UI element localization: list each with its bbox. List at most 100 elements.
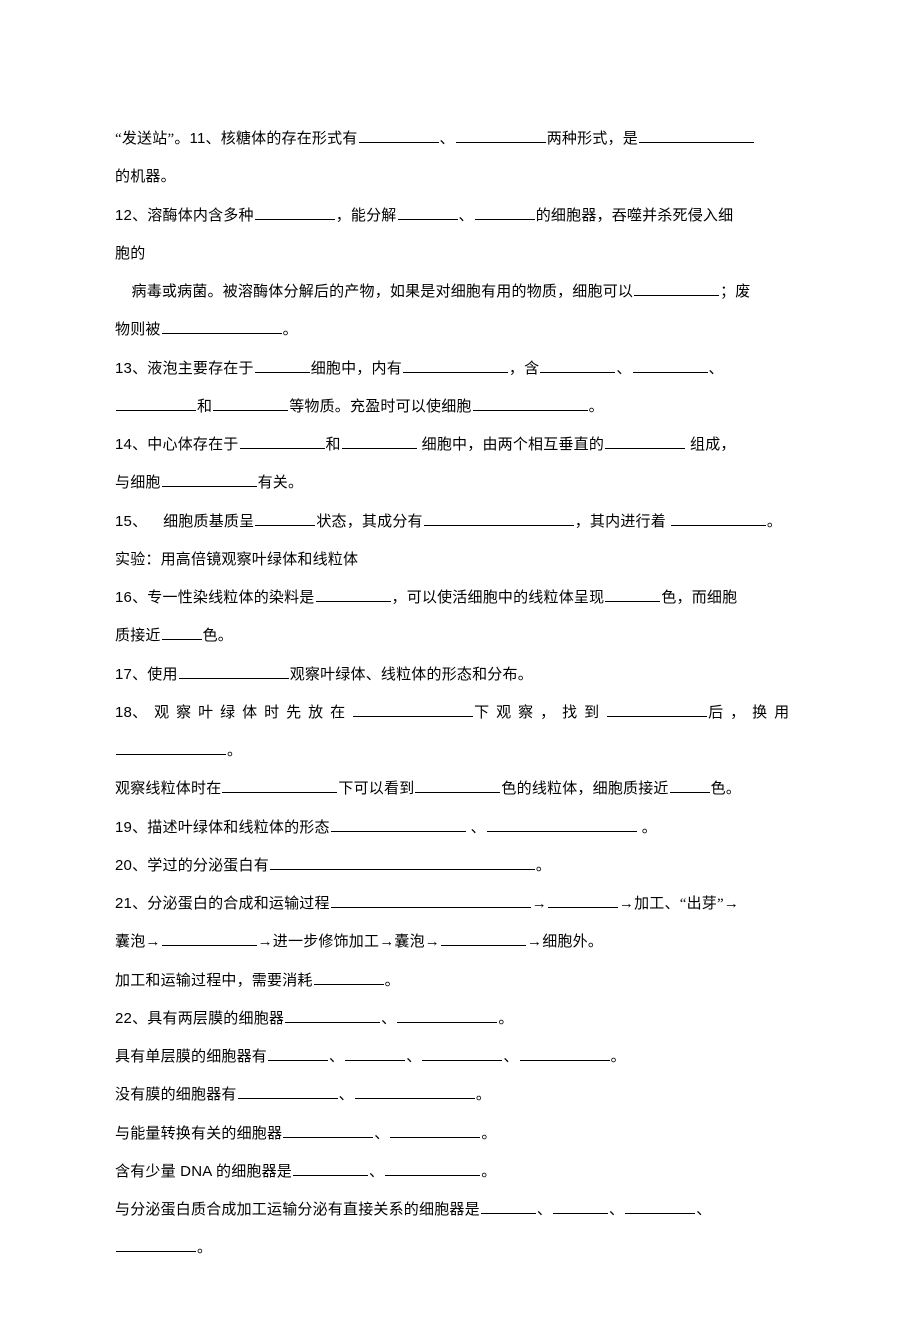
fill-blank — [415, 777, 500, 793]
fill-blank — [213, 395, 288, 411]
text: 、观察叶绿体时先放在 — [132, 705, 352, 721]
text-line: 的机器。 — [115, 158, 805, 196]
item-number: 18 — [115, 704, 132, 721]
text: 、 — [339, 1087, 354, 1103]
text: 、分泌蛋白的合成和运输过程 — [132, 896, 330, 912]
fill-blank — [385, 1160, 480, 1176]
text: 、 — [609, 1202, 624, 1218]
text-line: 。 — [115, 732, 805, 770]
fill-blank — [441, 930, 526, 946]
text-line: 12、溶酶体内含多种，能分解、的细胞器，吞噬并杀死侵入细 — [115, 197, 805, 235]
fill-blank — [162, 930, 257, 946]
text: 、学过的分泌蛋白有 — [132, 858, 269, 874]
item-number: 22 — [115, 1010, 132, 1027]
text: 。 — [227, 743, 242, 759]
fill-blank — [345, 1045, 405, 1061]
fill-blank — [605, 586, 660, 602]
text: 胞的 — [115, 246, 145, 262]
text-line: 实验：用高倍镜观察叶绿体和线粒体 — [115, 541, 805, 579]
item-number: 12 — [115, 207, 132, 224]
fill-blank — [397, 1007, 497, 1023]
fill-blank — [359, 127, 439, 143]
text: 、 — [616, 361, 631, 377]
text: 。 — [197, 1240, 212, 1256]
text: ，其内进行着 — [575, 514, 670, 530]
item-number: 13 — [115, 360, 132, 377]
item-number: 11 — [190, 130, 206, 147]
fill-blank — [255, 204, 335, 220]
fill-blank — [548, 892, 618, 908]
fill-blank — [625, 1198, 695, 1214]
text-line: 22、具有两层膜的细胞器、。 — [115, 1000, 805, 1038]
fill-blank — [481, 1198, 536, 1214]
text: 、 — [467, 820, 486, 836]
text: 物则被 — [115, 322, 161, 338]
text: 、液泡主要存在于 — [132, 361, 254, 377]
fill-blank — [162, 471, 257, 487]
fill-blank — [162, 318, 282, 334]
fill-blank — [116, 739, 226, 755]
text: 与能量转换有关的细胞器 — [115, 1126, 282, 1142]
text: 囊泡→ — [115, 934, 161, 950]
text: 。 — [767, 514, 782, 530]
fill-blank — [422, 1045, 502, 1061]
text: 病毒或病菌。被溶酶体分解后的产物，如果是对细胞有用的物质，细胞可以 — [132, 284, 634, 300]
text: 色，而细胞 — [661, 590, 737, 606]
text: 实验：用高倍镜观察叶绿体和线粒体 — [115, 552, 358, 568]
text: 、使用 — [132, 667, 178, 683]
text: ，能分解 — [336, 208, 397, 224]
item-number: 19 — [115, 819, 132, 836]
text: 、专一性染线粒体的染料是 — [132, 590, 314, 606]
text-line: 胞的 — [115, 235, 805, 273]
text: 。 — [611, 1049, 626, 1065]
fill-blank — [633, 357, 708, 373]
text: 。 — [638, 820, 657, 836]
text: 。 — [385, 973, 400, 989]
text: 加工和运输过程中，需要消耗 — [115, 973, 313, 989]
fill-blank — [255, 357, 310, 373]
text: ；废 — [720, 284, 750, 300]
text: 、 — [406, 1049, 421, 1065]
text: 和 — [197, 399, 212, 415]
item-number: 14 — [115, 436, 132, 453]
text-line: 物则被 。 — [115, 311, 805, 349]
text: ，可以使活细胞中的线粒体呈现 — [392, 590, 605, 606]
text: 、 — [503, 1049, 518, 1065]
fill-blank — [285, 1007, 380, 1023]
fill-blank — [424, 510, 574, 526]
text: → — [532, 896, 547, 912]
text: 。 — [283, 322, 298, 338]
text-line: 19、描述叶绿体和线粒体的形态 、 。 — [115, 809, 805, 847]
text: 观察线粒体时在 — [115, 781, 221, 797]
text: 、 — [132, 514, 147, 530]
fill-blank — [255, 510, 315, 526]
item-number: 16 — [115, 589, 132, 606]
text: 色。 — [711, 781, 741, 797]
text: 、溶酶体内含多种 — [132, 208, 254, 224]
fill-blank — [670, 777, 710, 793]
text: 、 — [696, 1202, 711, 1218]
text-line: 含有少量 DNA 的细胞器是、。 — [115, 1153, 805, 1191]
text: DNA — [176, 1163, 216, 1180]
fill-blank — [353, 701, 473, 717]
text: 、 — [369, 1164, 384, 1180]
text: 色。 — [203, 628, 233, 644]
fill-blank — [605, 433, 685, 449]
fill-blank — [607, 701, 707, 717]
text-line: 。 — [115, 1229, 805, 1267]
text: 、 — [709, 361, 724, 377]
text: 、 — [459, 208, 474, 224]
text-line: 21、分泌蛋白的合成和运输过程→→加工、“出芽”→ — [115, 885, 805, 923]
fill-blank — [671, 510, 766, 526]
text-line: 具有单层膜的细胞器有、、、。 — [115, 1038, 805, 1076]
text: 细胞质基质呈 — [163, 514, 254, 530]
fill-blank — [293, 1160, 368, 1176]
fill-blank — [520, 1045, 610, 1061]
text: →进一步修饰加工→囊泡→ — [258, 934, 440, 950]
text: 没有膜的细胞器有 — [115, 1087, 237, 1103]
fill-blank — [283, 1122, 373, 1138]
fill-blank — [473, 395, 588, 411]
item-number: 21 — [115, 895, 132, 912]
text-line: 和等物质。充盈时可以使细胞。 — [115, 388, 805, 426]
fill-blank — [162, 624, 202, 640]
